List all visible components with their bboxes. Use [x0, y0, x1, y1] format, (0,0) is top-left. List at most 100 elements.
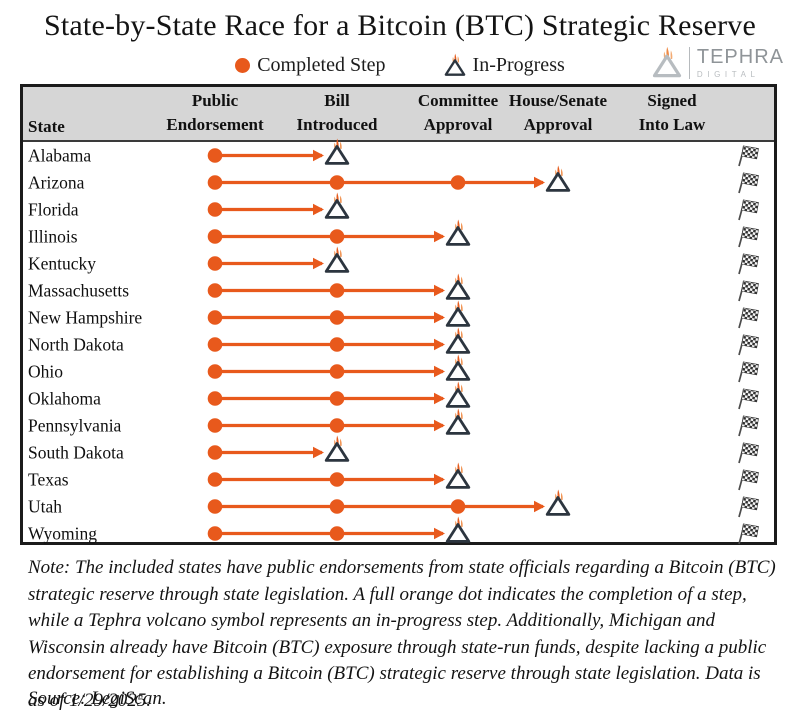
logo-brand-sub: DIGITAL: [696, 69, 760, 79]
column-header-bill-introduced: Bill Introduced: [296, 90, 378, 134]
finish-flag-icon: [738, 387, 760, 410]
completed-dot-icon: [207, 526, 223, 541]
progress-track: [207, 219, 760, 248]
state-name: Pennsylvania: [28, 415, 122, 435]
progress-table: State Public Endorsement Bill Introduced Comm…: [20, 84, 777, 545]
finish-flag-icon: [738, 414, 760, 437]
completed-dot-icon: [207, 229, 223, 244]
progress-track: [207, 246, 760, 275]
table-row: Pennsylvania: [23, 408, 774, 439]
finish-flag-icon: [738, 279, 760, 302]
chart-title: State-by-State Race for a Bitcoin (BTC) …: [43, 9, 756, 42]
completed-dot-icon: [207, 364, 223, 379]
finish-flag-icon: [738, 198, 760, 221]
table-row: Ohio: [23, 354, 774, 385]
table-row: South Dakota: [23, 435, 774, 466]
tephra-volcano-icon: [652, 46, 682, 79]
column-header-public-endorsement: Public Endorsement: [166, 90, 264, 134]
completed-dot-icon: [329, 337, 345, 352]
completed-dot-icon: [450, 175, 466, 190]
state-name: Texas: [28, 469, 69, 489]
progress-track: [207, 516, 760, 545]
in-progress-volcano-icon: [545, 489, 571, 516]
state-name: Florida: [28, 199, 79, 219]
in-progress-volcano-icon: [445, 516, 471, 543]
table-row: Illinois: [23, 219, 774, 250]
finish-flag-icon: [738, 441, 760, 464]
arrowhead-icon: [434, 365, 445, 378]
in-progress-volcano-icon: [445, 462, 471, 489]
in-progress-volcano-icon: [445, 219, 471, 246]
completed-dot-icon: [207, 418, 223, 433]
arrowhead-icon: [534, 500, 545, 513]
completed-dot-icon: [207, 391, 223, 406]
volcano-icon: [444, 53, 466, 77]
finish-flag-icon: [738, 225, 760, 248]
column-header-signed-into-law: Signed Into Law: [638, 90, 706, 134]
completed-dot-icon: [329, 364, 345, 379]
completed-dot-icon: [329, 391, 345, 406]
state-name: Wyoming: [28, 523, 97, 543]
completed-dot-icon: [235, 57, 251, 73]
arrowhead-icon: [434, 527, 445, 540]
state-name: Massachusetts: [28, 280, 130, 300]
progress-track: [207, 381, 760, 410]
completed-dot-icon: [450, 499, 466, 514]
finish-flag-icon: [738, 252, 760, 275]
footnote: Note: The included states have public en…: [28, 557, 776, 711]
table-row: Texas: [23, 462, 774, 493]
arrowhead-icon: [313, 446, 324, 459]
column-header-house-senate-approval: House/Senate Approval: [508, 90, 608, 134]
progress-track: [207, 462, 760, 491]
finish-flag-icon: [738, 495, 760, 518]
progress-track: [207, 327, 760, 356]
finish-flag-icon: [738, 522, 760, 545]
arrowhead-icon: [434, 338, 445, 351]
in-progress-volcano-icon: [445, 327, 471, 354]
arrowhead-icon: [534, 176, 545, 189]
finish-flag-icon: [738, 468, 760, 491]
progress-track: [207, 273, 760, 302]
legend: Completed Step In-Progress: [0, 53, 800, 77]
arrowhead-icon: [434, 419, 445, 432]
completed-dot-icon: [207, 445, 223, 460]
completed-dot-icon: [329, 310, 345, 325]
progress-track: [207, 192, 760, 221]
arrowhead-icon: [313, 203, 324, 216]
progress-track: [207, 435, 760, 464]
completed-dot-icon: [207, 202, 223, 217]
state-name: South Dakota: [28, 442, 124, 462]
arrowhead-icon: [434, 473, 445, 486]
source-line: Source: LegiScan.: [28, 688, 167, 709]
arrowhead-icon: [434, 392, 445, 405]
in-progress-volcano-icon: [324, 246, 350, 273]
legend-label-completed: Completed Step: [257, 53, 386, 76]
column-header-state: State: [28, 117, 65, 136]
finish-flag-icon: [738, 306, 760, 329]
progress-track: [207, 489, 760, 518]
state-name: Utah: [28, 496, 63, 516]
completed-dot-icon: [207, 499, 223, 514]
finish-flag-icon: [738, 333, 760, 356]
in-progress-volcano-icon: [445, 300, 471, 327]
arrowhead-icon: [434, 284, 445, 297]
completed-dot-icon: [207, 175, 223, 190]
progress-track: [207, 165, 760, 194]
arrowhead-icon: [434, 311, 445, 324]
arrowhead-icon: [434, 230, 445, 243]
completed-dot-icon: [207, 283, 223, 298]
state-name: Oklahoma: [28, 388, 101, 408]
finish-flag-icon: [738, 171, 760, 194]
in-progress-volcano-icon: [445, 273, 471, 300]
arrowhead-icon: [313, 257, 324, 270]
logo-divider: [688, 46, 690, 79]
in-progress-volcano-icon: [324, 192, 350, 219]
in-progress-volcano-icon: [324, 435, 350, 462]
progress-track: [207, 408, 760, 437]
completed-dot-icon: [207, 148, 223, 163]
completed-dot-icon: [207, 310, 223, 325]
logo-text: TEPHRA DIGITAL: [697, 47, 784, 79]
table-row: Oklahoma: [23, 381, 774, 412]
in-progress-volcano-icon: [445, 354, 471, 381]
